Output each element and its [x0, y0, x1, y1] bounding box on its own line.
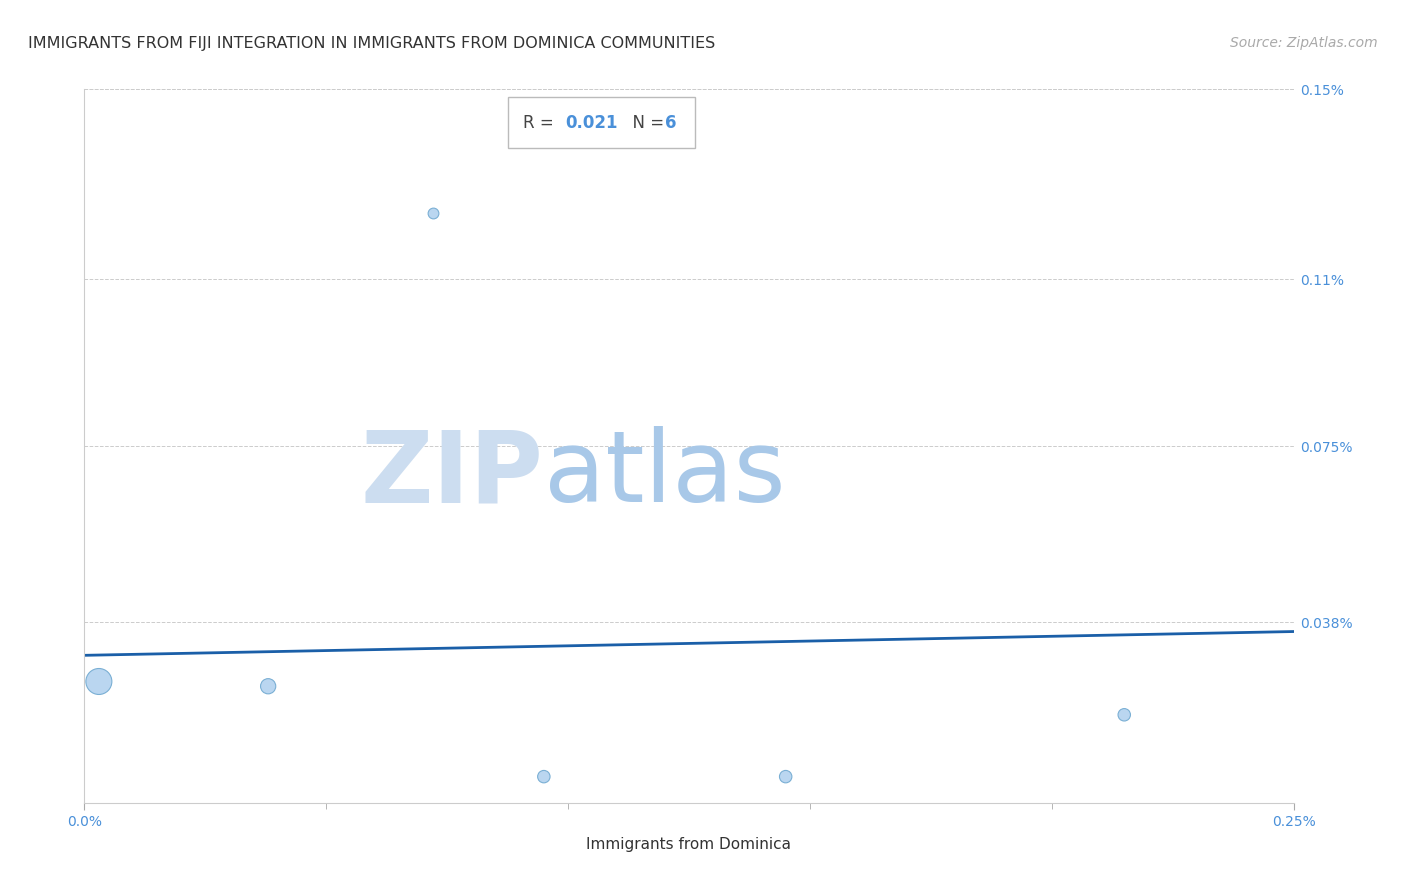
Text: ZIP: ZIP	[361, 426, 544, 523]
Point	[1114, 707, 1136, 722]
Text: IMMIGRANTS FROM FIJI INTEGRATION IN IMMIGRANTS FROM DOMINICA COMMUNITIES: IMMIGRANTS FROM FIJI INTEGRATION IN IMMI…	[28, 36, 716, 51]
FancyBboxPatch shape	[508, 97, 695, 148]
Point	[257, 679, 280, 693]
Text: R =: R =	[523, 114, 560, 132]
Text: atlas: atlas	[544, 426, 786, 523]
Point	[422, 206, 444, 220]
Point	[87, 674, 110, 689]
Text: N =: N =	[623, 114, 669, 132]
Text: 6: 6	[665, 114, 676, 132]
Text: 0.021: 0.021	[565, 114, 619, 132]
Point	[533, 770, 555, 784]
Text: Source: ZipAtlas.com: Source: ZipAtlas.com	[1230, 36, 1378, 50]
X-axis label: Immigrants from Dominica: Immigrants from Dominica	[586, 837, 792, 852]
Point	[775, 770, 797, 784]
